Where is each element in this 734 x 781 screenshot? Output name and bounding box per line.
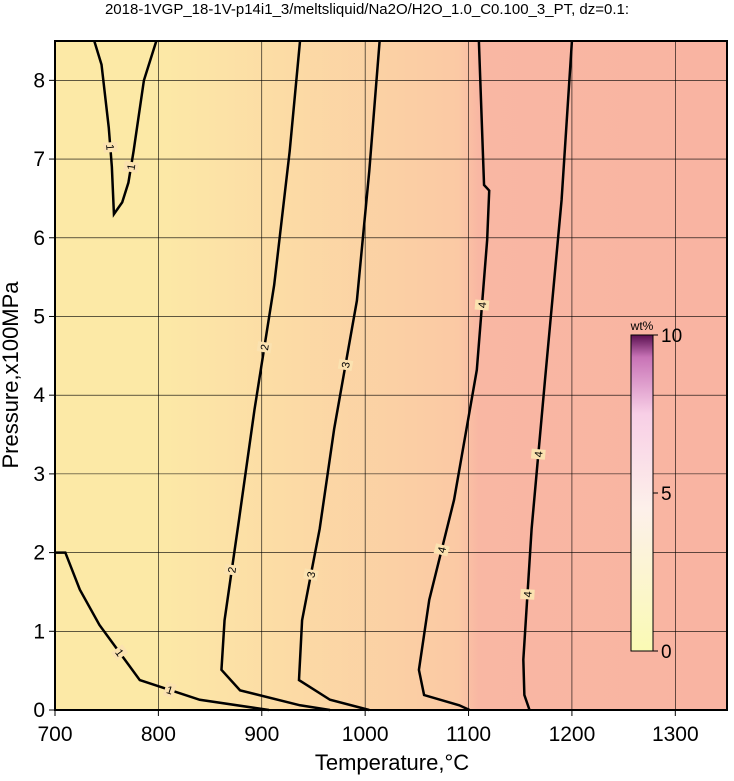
contour-line <box>417 40 491 712</box>
contour-label: 2 <box>259 343 272 351</box>
contour-label: 1 <box>126 163 139 171</box>
contour-label: 1 <box>165 684 175 697</box>
x-tick-label: 700 <box>37 723 72 746</box>
contour-line <box>93 40 158 218</box>
colorbar-label: wt% <box>630 319 654 333</box>
x-axis-label: Temperature,°C <box>315 750 469 775</box>
contour-line <box>522 40 574 711</box>
contour-label-bg <box>224 563 240 576</box>
y-tick-label: 1 <box>33 620 45 643</box>
contour-label-bg <box>162 681 177 699</box>
y-tick-label: 4 <box>33 384 45 407</box>
contour-label-bg <box>303 568 319 581</box>
y-tick-label: 8 <box>33 69 45 92</box>
contour-label: 3 <box>340 361 353 369</box>
contour-label-bg <box>474 299 490 311</box>
x-tick-label: 1100 <box>446 723 491 746</box>
x-tick-label: 1300 <box>652 723 699 746</box>
contour-label: 1 <box>103 144 115 151</box>
colorbar <box>630 334 654 652</box>
contour-label: 4 <box>436 546 449 555</box>
x-tick-label: 800 <box>141 723 176 746</box>
x-tick-label: 900 <box>244 723 279 746</box>
contour-label-bg <box>433 543 450 557</box>
contour-label-bg <box>520 588 535 600</box>
colorbar-tick-label: 0 <box>661 642 672 663</box>
y-tick-label: 7 <box>33 148 45 171</box>
plot-background <box>55 41 727 710</box>
contour-label: 3 <box>305 571 318 579</box>
colorbar-tick-label: 5 <box>661 484 672 505</box>
y-axis-label: Pressure,x100MPa <box>0 281 23 469</box>
colorbar-tick-label: 10 <box>661 326 682 347</box>
contour-label-bg <box>111 644 129 661</box>
contour-label: 4 <box>477 302 489 309</box>
chart-title: 2018-1VGP_18-1V-p14i1_3/meltsliquid/Na2O… <box>105 1 629 18</box>
contour-label: 4 <box>522 591 534 598</box>
contour-line <box>297 40 381 712</box>
y-tick-label: 0 <box>33 699 45 722</box>
contour-label-bg <box>123 160 139 173</box>
y-tick-label: 2 <box>33 542 45 565</box>
y-tick-label: 6 <box>33 227 45 250</box>
y-tick-label: 5 <box>33 305 45 328</box>
contour-label-bg <box>102 141 118 153</box>
plot-frame <box>54 40 728 711</box>
x-tick-label: 1000 <box>342 723 389 746</box>
contour-label-bg <box>337 358 354 372</box>
contour-line <box>55 551 270 712</box>
contour-label: 4 <box>533 451 546 458</box>
y-tick-label: 3 <box>33 463 45 486</box>
x-tick-label: 1200 <box>549 723 596 746</box>
contour-label-bg <box>530 448 546 460</box>
contour-label-bg <box>256 341 273 354</box>
contour-label: 2 <box>226 566 239 574</box>
